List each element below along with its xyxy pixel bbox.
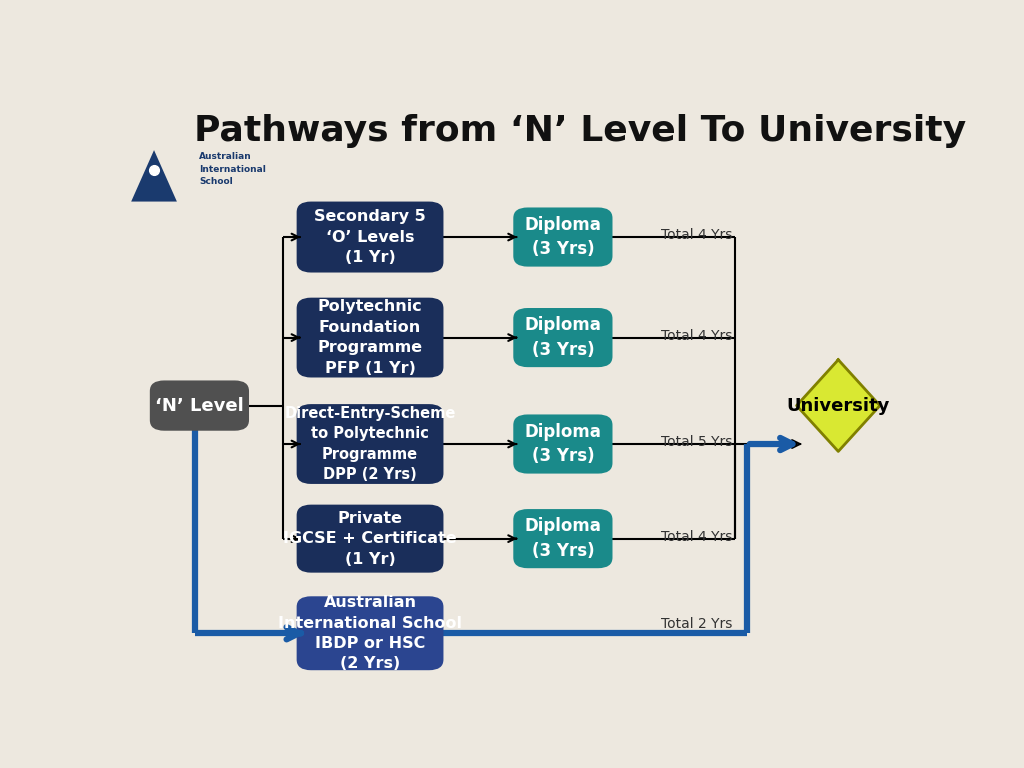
FancyBboxPatch shape (513, 509, 612, 568)
FancyBboxPatch shape (297, 596, 443, 670)
FancyBboxPatch shape (150, 380, 249, 431)
FancyBboxPatch shape (297, 298, 443, 378)
Text: Direct-Entry-Scheme
to Polytechnic
Programme
DPP (2 Yrs): Direct-Entry-Scheme to Polytechnic Progr… (285, 406, 456, 482)
Text: Secondary 5
‘O’ Levels
(1 Yr): Secondary 5 ‘O’ Levels (1 Yr) (314, 209, 426, 265)
Text: Diploma
(3 Yrs): Diploma (3 Yrs) (524, 518, 601, 560)
Text: Diploma
(3 Yrs): Diploma (3 Yrs) (524, 316, 601, 359)
Text: Total 5 Yrs: Total 5 Yrs (662, 435, 733, 449)
Polygon shape (797, 359, 880, 452)
FancyBboxPatch shape (297, 404, 443, 484)
Text: Australian
International School
IBDP or HSC
(2 Yrs): Australian International School IBDP or … (279, 595, 462, 671)
Text: University: University (786, 396, 890, 415)
Text: Diploma
(3 Yrs): Diploma (3 Yrs) (524, 423, 601, 465)
FancyBboxPatch shape (513, 308, 612, 367)
Text: Total 4 Yrs: Total 4 Yrs (662, 228, 733, 242)
FancyBboxPatch shape (513, 207, 612, 266)
FancyBboxPatch shape (297, 505, 443, 573)
FancyBboxPatch shape (297, 201, 443, 273)
FancyBboxPatch shape (513, 415, 612, 474)
Text: Australian
International
School: Australian International School (200, 152, 266, 186)
Text: Total 4 Yrs: Total 4 Yrs (662, 530, 733, 544)
Text: Total 2 Yrs: Total 2 Yrs (662, 617, 733, 631)
Text: Pathways from ‘N’ Level To University: Pathways from ‘N’ Level To University (195, 114, 967, 147)
Text: ‘N’ Level: ‘N’ Level (155, 396, 244, 415)
Text: Total 4 Yrs: Total 4 Yrs (662, 329, 733, 343)
Text: Polytechnic
Foundation
Programme
PFP (1 Yr): Polytechnic Foundation Programme PFP (1 … (317, 300, 423, 376)
Text: Private
IGCSE + Certificate
(1 Yr): Private IGCSE + Certificate (1 Yr) (284, 511, 457, 567)
Text: Diploma
(3 Yrs): Diploma (3 Yrs) (524, 216, 601, 258)
